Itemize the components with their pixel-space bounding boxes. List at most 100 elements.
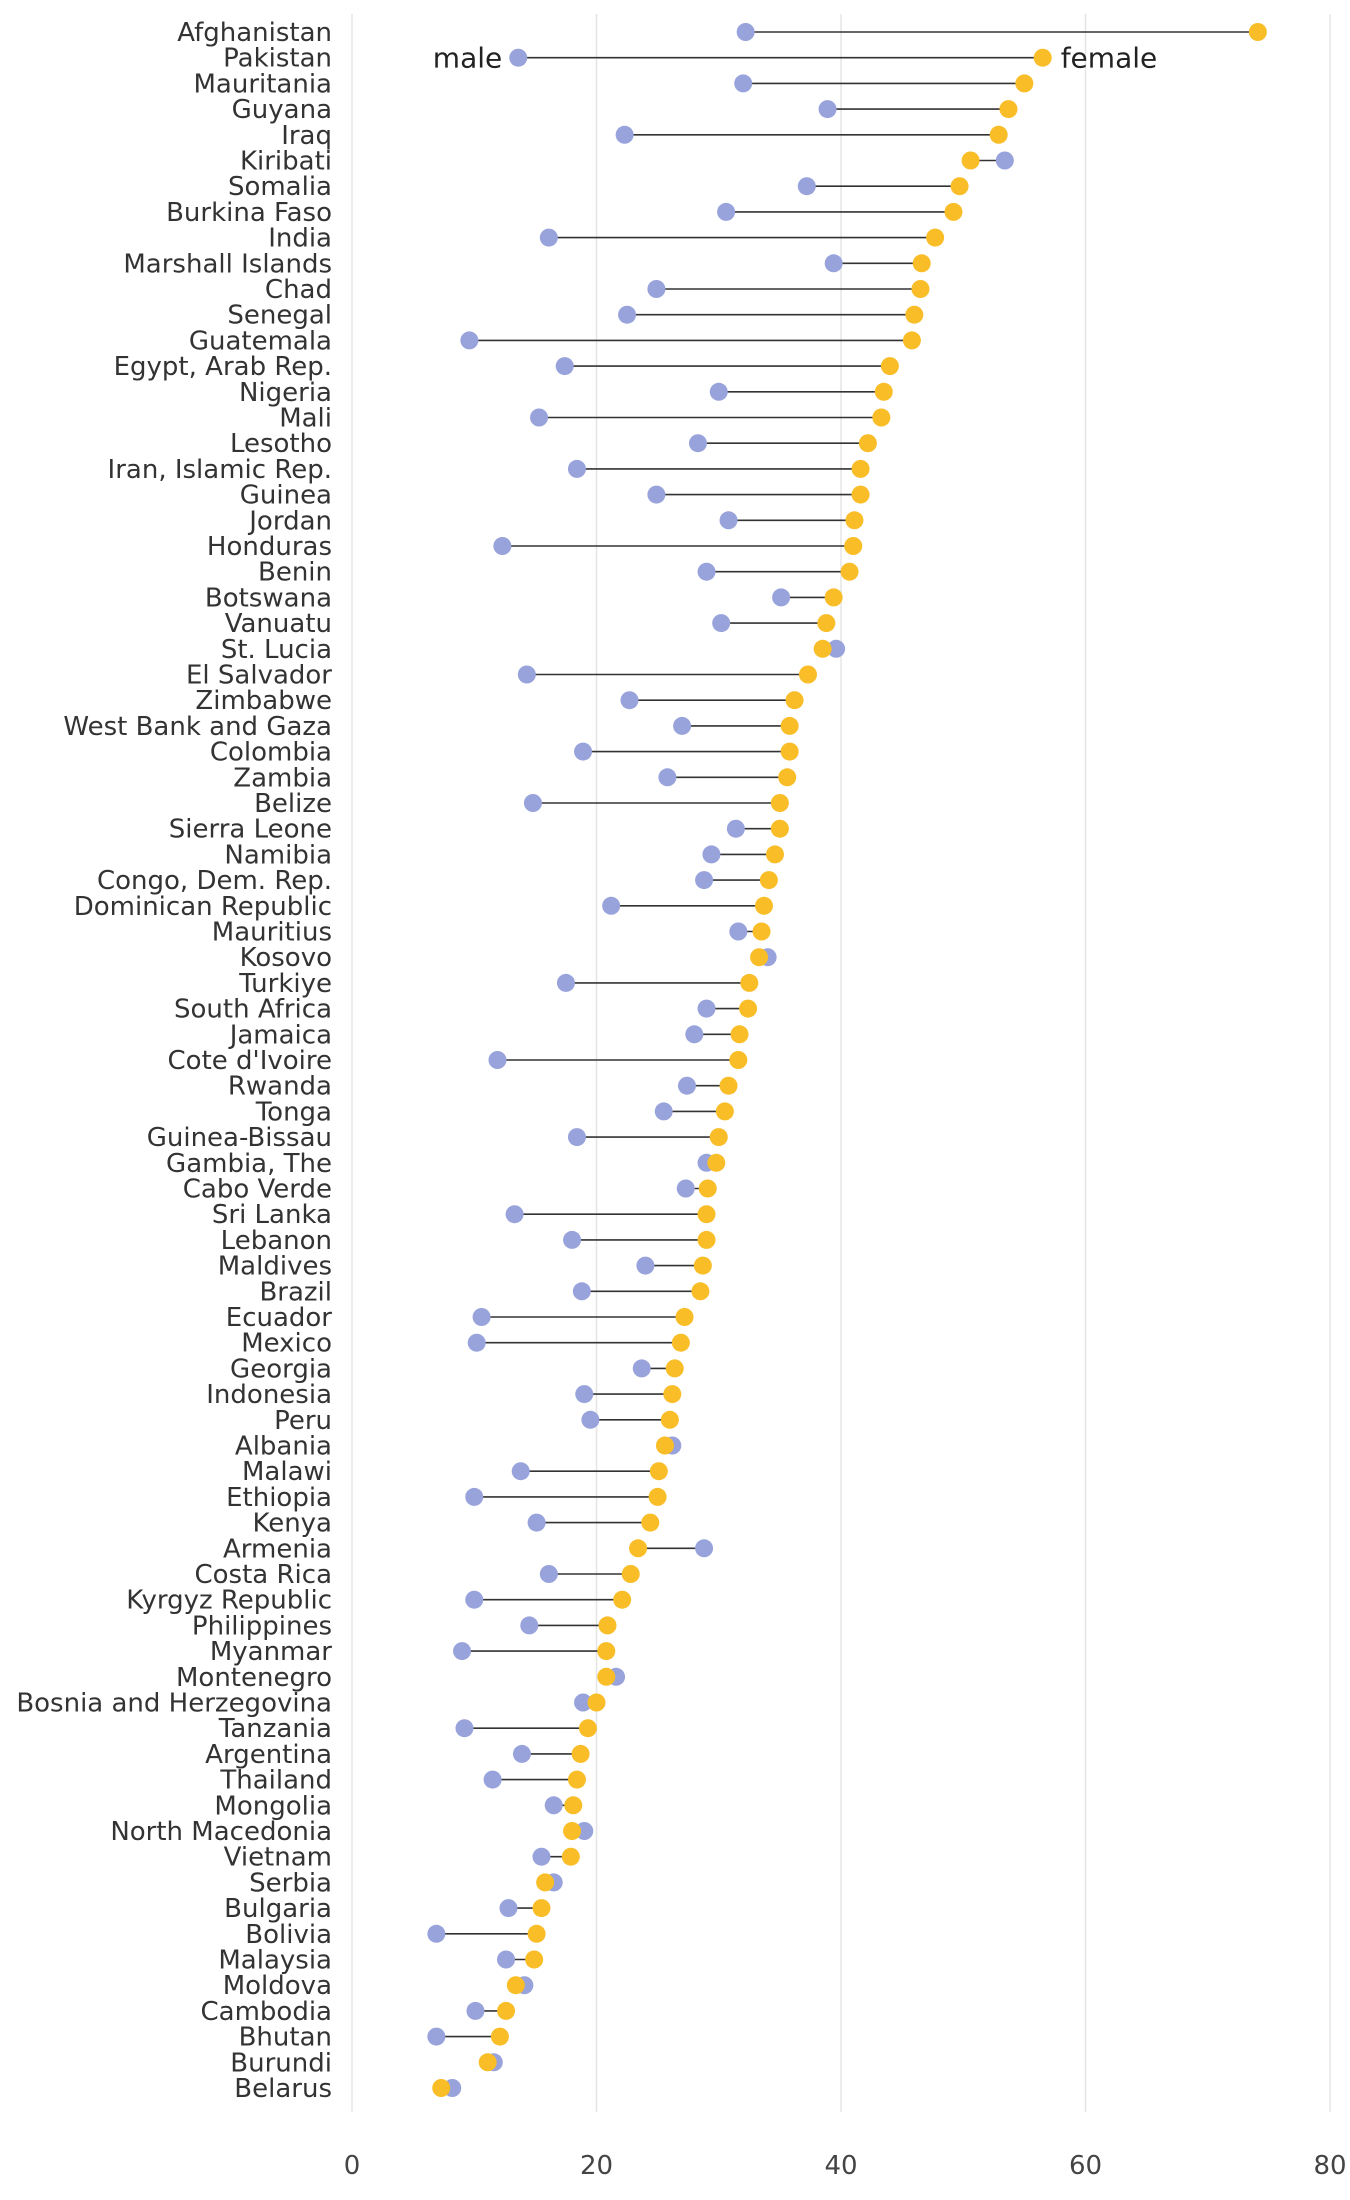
female-point — [750, 948, 769, 967]
female-point — [912, 254, 931, 273]
segment-layer — [436, 31, 1258, 2089]
female-point — [648, 1487, 667, 1506]
male-point — [556, 973, 575, 992]
male-point — [517, 665, 536, 684]
category-label: Indonesia — [206, 1380, 332, 1410]
male-point — [685, 1025, 704, 1044]
category-label: Armenia — [223, 1534, 332, 1564]
male-point — [818, 100, 837, 119]
category-label-layer: AfghanistanPakistanMauritaniaGuyanaIraqK… — [16, 18, 332, 2104]
category-label: Bosnia and Herzegovina — [16, 1689, 332, 1719]
category-label: Guatemala — [189, 326, 332, 356]
category-label: Cambodia — [201, 1997, 333, 2027]
female-point — [944, 202, 963, 221]
male-point — [719, 511, 738, 530]
female-point — [671, 1333, 690, 1352]
female-point — [697, 1230, 716, 1249]
category-label: Nigeria — [239, 378, 332, 408]
female-point — [561, 1847, 580, 1866]
male-point — [523, 794, 542, 812]
category-label: Lesotho — [230, 429, 332, 459]
female-point — [525, 1950, 544, 1969]
category-label: Egypt, Arab Rep. — [114, 352, 332, 382]
male-point — [427, 2027, 446, 2046]
female-point — [845, 511, 864, 530]
male-point — [654, 1102, 673, 1121]
category-label: Georgia — [230, 1354, 332, 1384]
category-label: Montenegro — [176, 1663, 332, 1693]
x-tick-label: 40 — [824, 2151, 857, 2181]
female-point — [730, 1025, 749, 1044]
category-label: South Africa — [174, 995, 332, 1025]
male-point — [581, 1410, 600, 1429]
female-point — [824, 588, 843, 607]
category-label: Somalia — [228, 172, 332, 202]
male-point — [512, 1744, 531, 1763]
female-point — [740, 973, 759, 992]
x-tick-label-layer: 0 20 40 60 80 — [344, 2151, 1347, 2181]
female-point — [660, 1410, 679, 1429]
category-label: Ecuador — [226, 1303, 333, 1333]
category-label: Lebanon — [221, 1226, 332, 1256]
female-point — [754, 896, 773, 915]
category-label: Jamaica — [228, 1020, 332, 1050]
category-label: Guyana — [232, 95, 332, 125]
category-label: Kiribati — [240, 147, 332, 177]
male-point — [615, 125, 634, 144]
category-label: Costa Rica — [194, 1560, 332, 1590]
category-label: Kenya — [252, 1509, 332, 1539]
male-point — [472, 1308, 491, 1326]
dot-layer — [427, 23, 1267, 2097]
male-point — [636, 1256, 655, 1275]
category-label: Senegal — [227, 301, 332, 331]
category-label: Benin — [258, 558, 332, 588]
male-point — [709, 382, 728, 401]
male-point — [544, 1796, 563, 1815]
female-point — [490, 2027, 509, 2046]
female-point — [1033, 48, 1052, 67]
category-label: Kyrgyz Republic — [126, 1586, 332, 1616]
grid-layer — [351, 14, 1331, 2112]
category-label: Vietnam — [224, 1843, 332, 1873]
category-label: West Bank and Gaza — [63, 712, 332, 742]
category-label: Marshall Islands — [123, 249, 332, 279]
female-point — [567, 1770, 586, 1789]
male-point — [717, 202, 736, 221]
female-point — [563, 1822, 582, 1840]
female-point — [770, 794, 789, 812]
male-point — [527, 1513, 546, 1532]
male-point — [427, 1924, 446, 1943]
female-point — [719, 1076, 738, 1095]
female-point — [961, 151, 980, 170]
male-point — [995, 151, 1014, 170]
category-label: Congo, Dem. Rep. — [97, 866, 332, 896]
female-point — [858, 434, 877, 453]
category-label: Pakistan — [223, 44, 332, 74]
male-point — [453, 1642, 472, 1661]
female-point — [698, 1179, 717, 1198]
category-label: Albania — [235, 1432, 332, 1462]
female-point — [697, 1205, 716, 1224]
male-point — [712, 614, 731, 633]
category-label: Malaysia — [218, 1946, 332, 1976]
female-point — [655, 1436, 674, 1455]
male-point — [567, 459, 586, 478]
male-point — [620, 691, 639, 710]
male-point — [505, 1205, 524, 1224]
female-point — [578, 1719, 597, 1738]
category-label: St. Lucia — [221, 635, 332, 665]
male-point — [563, 1230, 582, 1249]
category-label: Guinea-Bissau — [147, 1123, 332, 1153]
female-point — [597, 1642, 616, 1661]
category-label: Afghanistan — [177, 18, 332, 48]
female-point — [874, 382, 893, 401]
female-point — [851, 485, 870, 504]
category-label: Gambia, The — [166, 1149, 332, 1179]
male-point — [488, 1051, 507, 1069]
female-point — [765, 845, 784, 864]
x-tick-label: 0 — [344, 2151, 361, 2181]
female-point — [752, 922, 771, 941]
female-point — [989, 125, 1008, 144]
male-point — [530, 408, 549, 427]
female-point — [729, 1051, 748, 1069]
